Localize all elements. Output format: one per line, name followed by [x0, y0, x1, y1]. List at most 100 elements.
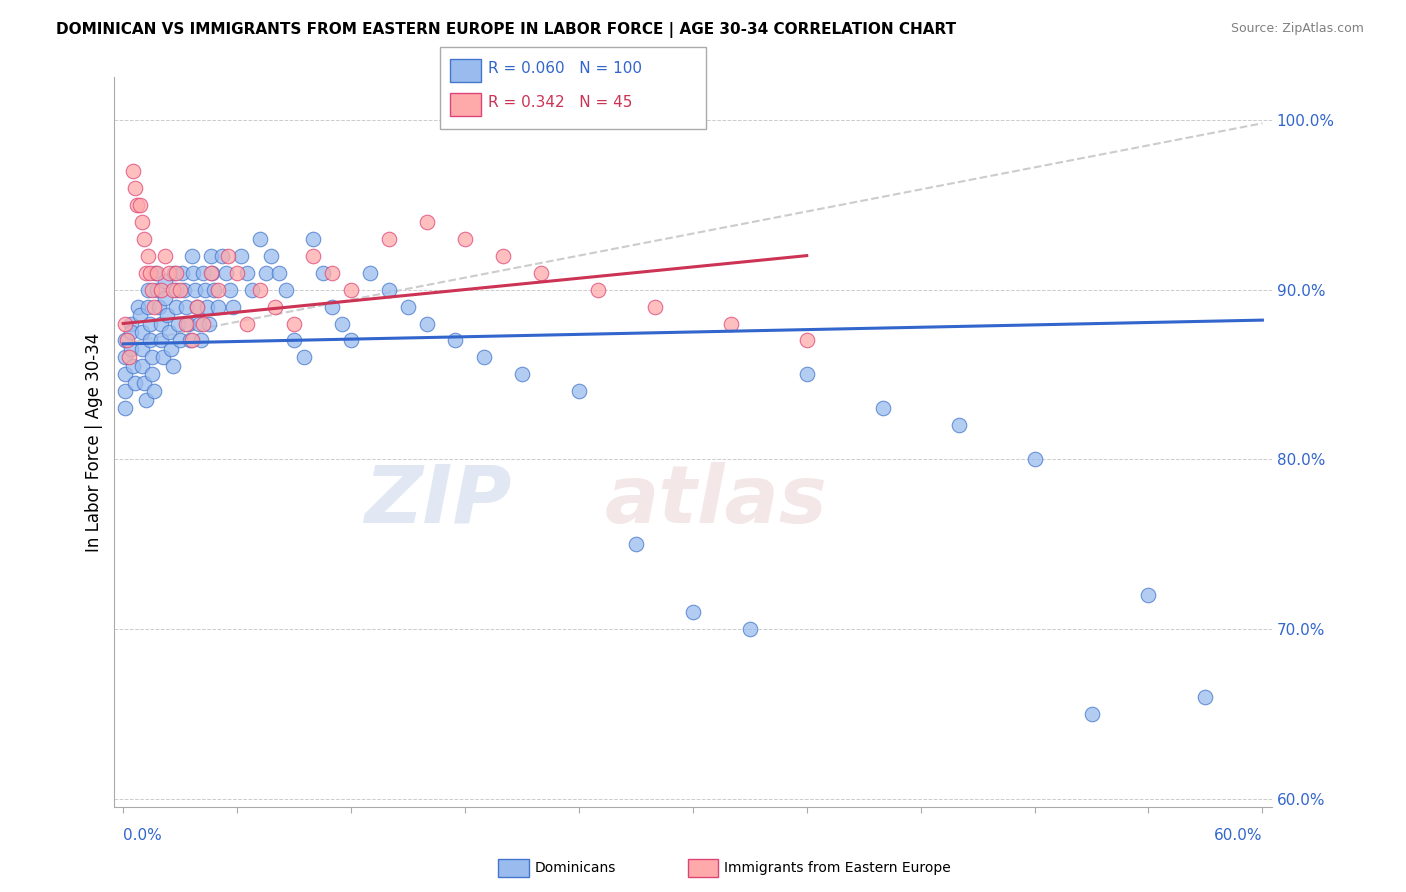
- Point: [872, 401, 894, 416]
- Point: [157, 266, 180, 280]
- Point: [115, 334, 138, 348]
- Point: [184, 283, 207, 297]
- Point: [276, 283, 298, 297]
- Text: R = 0.060   N = 100: R = 0.060 N = 100: [488, 62, 643, 76]
- Point: [217, 249, 239, 263]
- Point: [141, 351, 163, 365]
- Point: [156, 308, 179, 322]
- Point: [197, 317, 219, 331]
- Point: [568, 384, 591, 399]
- Point: [330, 317, 353, 331]
- Point: [378, 283, 401, 297]
- Point: [129, 198, 152, 212]
- Point: [180, 334, 202, 348]
- Point: [302, 249, 325, 263]
- Text: Dominicans: Dominicans: [534, 861, 616, 875]
- Point: [139, 317, 162, 331]
- Point: [146, 266, 169, 280]
- Point: [142, 384, 165, 399]
- Text: Immigrants from Eastern Europe: Immigrants from Eastern Europe: [724, 861, 950, 875]
- Point: [132, 232, 155, 246]
- Point: [114, 368, 136, 382]
- Point: [150, 334, 173, 348]
- Point: [167, 317, 190, 331]
- Point: [188, 317, 211, 331]
- Text: 60.0%: 60.0%: [1213, 828, 1263, 843]
- Point: [120, 325, 142, 339]
- Point: [416, 317, 439, 331]
- Text: 0.0%: 0.0%: [124, 828, 162, 843]
- Point: [254, 266, 277, 280]
- Point: [146, 283, 169, 297]
- Point: [114, 351, 136, 365]
- Point: [264, 300, 287, 314]
- Point: [235, 266, 257, 280]
- Point: [127, 300, 149, 314]
- Point: [226, 266, 249, 280]
- Point: [131, 215, 153, 229]
- Point: [165, 300, 187, 314]
- Point: [444, 334, 467, 348]
- Point: [283, 317, 305, 331]
- Point: [396, 300, 419, 314]
- Point: [121, 359, 143, 373]
- Point: [163, 266, 186, 280]
- Point: [222, 300, 245, 314]
- Point: [644, 300, 666, 314]
- Point: [145, 266, 167, 280]
- Point: [378, 232, 401, 246]
- Point: [120, 342, 142, 356]
- Point: [169, 334, 191, 348]
- Point: [720, 317, 742, 331]
- Point: [211, 249, 233, 263]
- Point: [321, 300, 343, 314]
- Point: [141, 283, 163, 297]
- Text: DOMINICAN VS IMMIGRANTS FROM EASTERN EUROPE IN LABOR FORCE | AGE 30-34 CORRELATI: DOMINICAN VS IMMIGRANTS FROM EASTERN EUR…: [56, 22, 956, 38]
- Y-axis label: In Labor Force | Age 30-34: In Labor Force | Age 30-34: [86, 333, 103, 552]
- Point: [260, 249, 283, 263]
- Point: [131, 325, 153, 339]
- Point: [153, 274, 176, 288]
- Point: [186, 300, 208, 314]
- Point: [114, 317, 136, 331]
- Point: [796, 368, 818, 382]
- Point: [191, 266, 214, 280]
- Point: [132, 376, 155, 390]
- Point: [454, 232, 477, 246]
- Point: [186, 300, 208, 314]
- Point: [624, 537, 647, 551]
- Point: [416, 215, 439, 229]
- Point: [139, 334, 162, 348]
- Point: [114, 384, 136, 399]
- Point: [162, 283, 184, 297]
- Point: [302, 232, 325, 246]
- Point: [200, 266, 222, 280]
- Point: [142, 300, 165, 314]
- Point: [118, 351, 141, 365]
- Text: Source: ZipAtlas.com: Source: ZipAtlas.com: [1230, 22, 1364, 36]
- Point: [121, 163, 143, 178]
- Point: [202, 283, 225, 297]
- Point: [207, 283, 229, 297]
- Point: [114, 401, 136, 416]
- Point: [1024, 452, 1046, 467]
- Point: [173, 283, 195, 297]
- Point: [530, 266, 553, 280]
- Point: [136, 283, 159, 297]
- Point: [1137, 588, 1160, 602]
- Point: [229, 249, 252, 263]
- Point: [153, 249, 176, 263]
- Point: [136, 249, 159, 263]
- Point: [131, 342, 153, 356]
- Point: [170, 266, 193, 280]
- Point: [340, 334, 363, 348]
- Point: [218, 283, 240, 297]
- Text: ZIP: ZIP: [364, 462, 512, 540]
- Point: [1080, 706, 1102, 721]
- Point: [141, 368, 163, 382]
- Point: [195, 300, 218, 314]
- Point: [179, 334, 201, 348]
- Point: [235, 317, 257, 331]
- Point: [169, 283, 191, 297]
- Point: [738, 622, 761, 636]
